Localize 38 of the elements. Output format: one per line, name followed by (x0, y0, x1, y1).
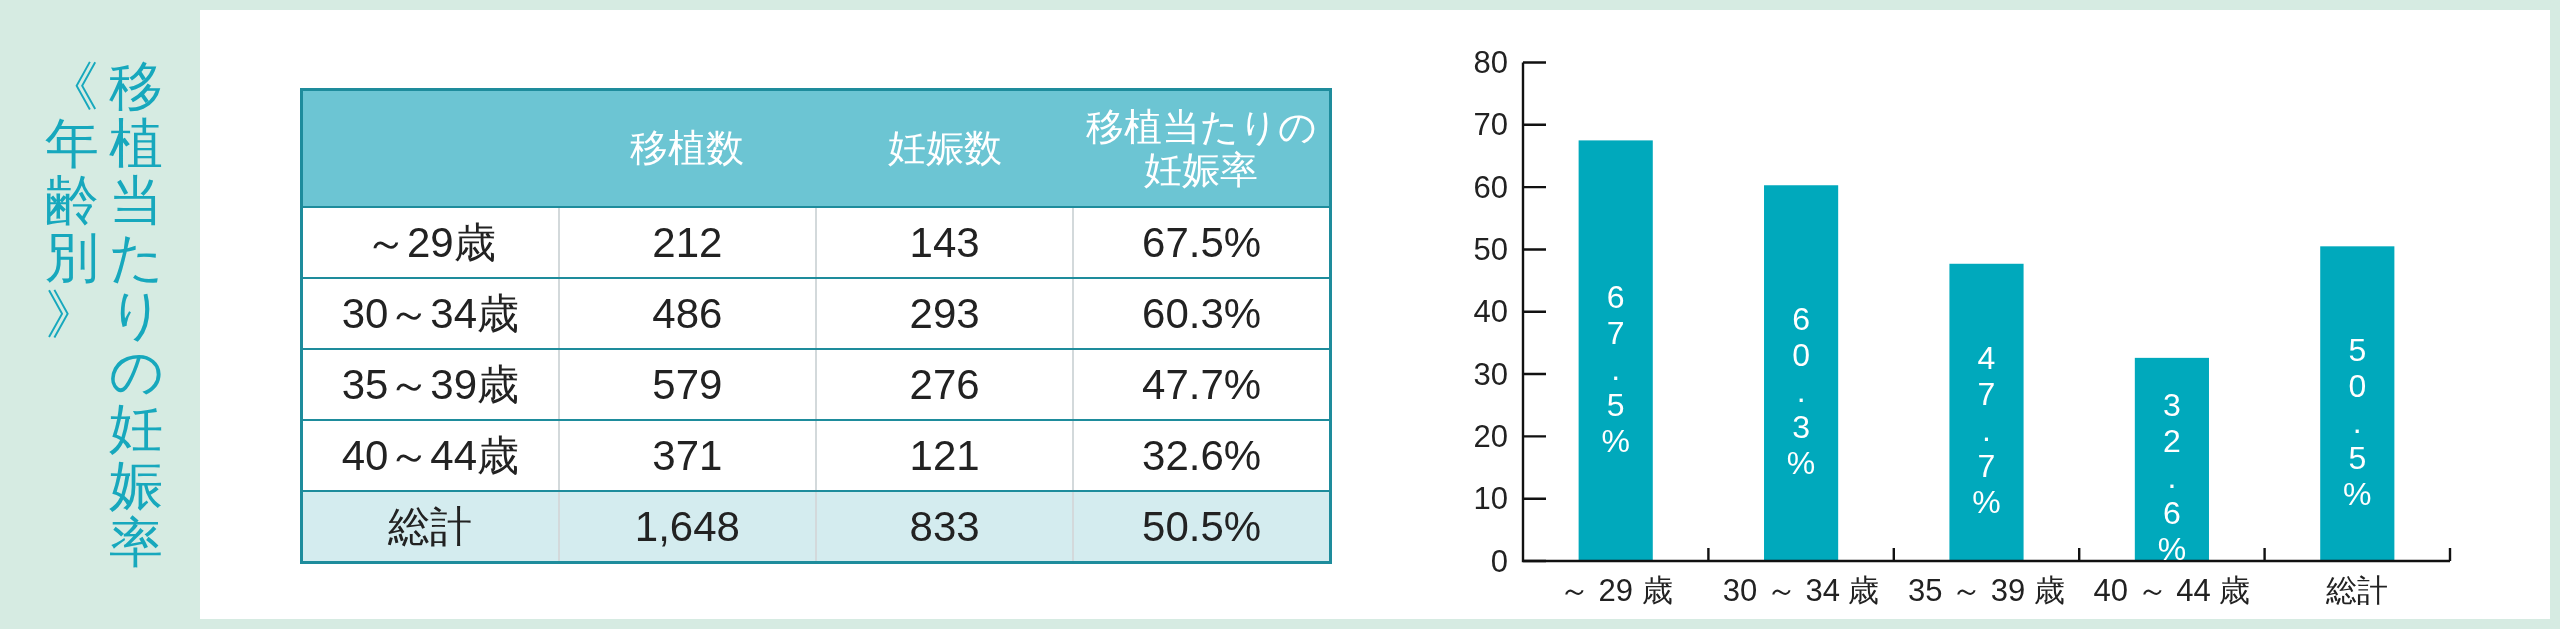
ytick: 60 (1473, 169, 1508, 205)
xtick: ～ 29 歳 (1558, 572, 1673, 608)
ytick: 10 (1473, 481, 1508, 517)
data-label: 67.5% (1073, 207, 1331, 278)
data-label: 276 (816, 349, 1074, 420)
data-label: 50.5% (1073, 491, 1331, 563)
data-label: 833 (816, 491, 1074, 563)
ytick: 70 (1473, 107, 1508, 143)
data-label: 371 (558, 420, 816, 491)
data-label: 486 (558, 278, 816, 349)
ytick: 0 (1490, 543, 1508, 579)
x-tick-label: 妊娠数 (816, 89, 1074, 207)
data-label: 579 (558, 349, 816, 420)
data-label: 121 (816, 420, 1074, 491)
x-tick-label: 移植数 (558, 89, 816, 207)
y-tick-label: 40～44歳 (301, 420, 559, 491)
title: 移植当たりの妊娠率《年齢別》 (44, 58, 165, 571)
xtick: 35 ～ 39 歳 (1908, 572, 2065, 608)
ytick: 40 (1473, 294, 1508, 330)
data-label: 293 (816, 278, 1074, 349)
ytick: 30 (1473, 356, 1508, 392)
xtick: 40 ～ 44 歳 (2093, 572, 2251, 608)
ytick: 50 (1473, 231, 1508, 267)
data-label: 212 (558, 207, 816, 278)
x-tick-label: 移植当たりの妊娠率 (1073, 89, 1331, 207)
data-label: 1,648 (558, 491, 816, 563)
data-label: 60.3% (1073, 278, 1331, 349)
data-label: 143 (816, 207, 1074, 278)
ytick: 80 (1473, 45, 1508, 80)
y-tick-label: 総計 (301, 491, 559, 563)
ytick: 20 (1473, 418, 1508, 454)
data-label: 47.7% (1073, 349, 1331, 420)
y-tick-label: ～29歳 (301, 207, 559, 278)
y-tick-label: 30～34歳 (301, 278, 559, 349)
data-label: 32.6% (1073, 420, 1331, 491)
y-tick-label: 35～39歳 (301, 349, 559, 420)
xtick: 30 ～ 34 歳 (1722, 572, 1880, 608)
xtick: 総計 (2326, 572, 2389, 608)
